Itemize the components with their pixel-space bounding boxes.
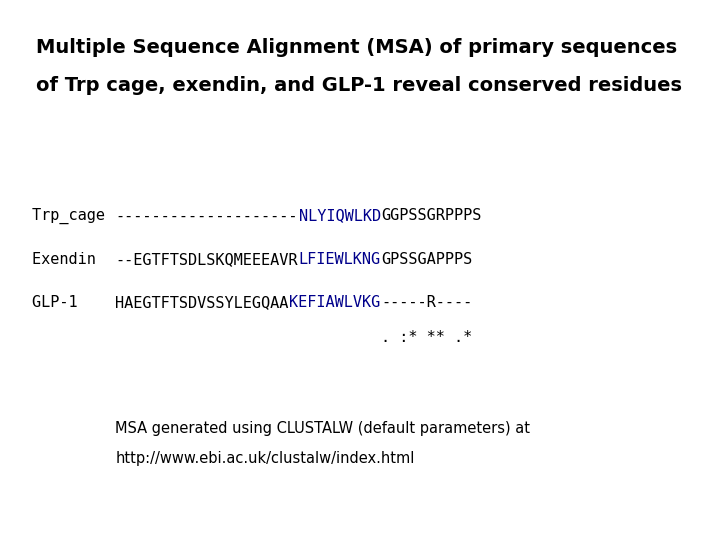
Text: NLYIQWLKD: NLYIQWLKD: [299, 208, 381, 224]
Text: Trp_cage: Trp_cage: [32, 208, 114, 224]
Text: MSA generated using CLUSTALW (default parameters) at: MSA generated using CLUSTALW (default pa…: [115, 421, 530, 436]
Text: LFIEWLKNG: LFIEWLKNG: [299, 252, 381, 267]
Text: . :* ** .*: . :* ** .*: [382, 330, 472, 345]
Text: GGPSSGRPPPS: GGPSSGRPPPS: [382, 208, 482, 224]
Text: GLP-1: GLP-1: [32, 295, 114, 310]
Text: of Trp cage, exendin, and GLP-1 reveal conserved residues: of Trp cage, exendin, and GLP-1 reveal c…: [36, 76, 682, 94]
Text: Exendin: Exendin: [32, 252, 114, 267]
Text: Multiple Sequence Alignment (MSA) of primary sequences: Multiple Sequence Alignment (MSA) of pri…: [36, 38, 677, 57]
Text: HAEGTFTSDVSSYLEGQAA: HAEGTFTSDVSSYLEGQAA: [115, 295, 289, 310]
Text: http://www.ebi.ac.uk/clustalw/index.html: http://www.ebi.ac.uk/clustalw/index.html: [115, 451, 415, 466]
Text: KEFIAWLVKG: KEFIAWLVKG: [289, 295, 381, 310]
Text: GPSSGAPPPS: GPSSGAPPPS: [382, 252, 472, 267]
Text: --------------------: --------------------: [115, 208, 297, 224]
Text: --EGTFTSDLSKQMEEEAVR: --EGTFTSDLSKQMEEEAVR: [115, 252, 297, 267]
Text: -----R----: -----R----: [382, 295, 472, 310]
